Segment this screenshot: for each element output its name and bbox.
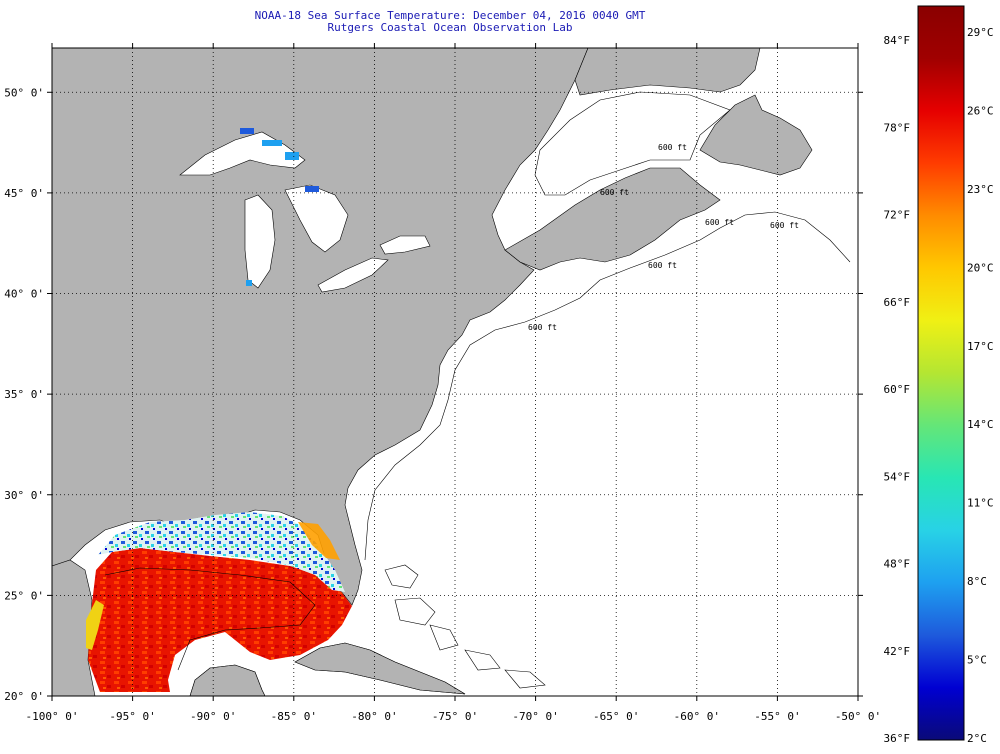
colorbar	[917, 5, 965, 741]
depth-label: 600 ft	[648, 261, 677, 270]
colorbar-celsius-labels: 29°C 26°C 23°C 20°C 17°C 14°C 11°C 8°C 5°C 2°C	[967, 26, 994, 745]
longitude-label: -60° 0'	[674, 710, 720, 723]
map-subtitle: Rutgers Coastal Ocean Observation Lab	[327, 21, 573, 34]
latitude-label: 45° 0'	[4, 187, 44, 200]
longitude-label: -80° 0'	[351, 710, 397, 723]
axis-ticks	[47, 43, 863, 701]
lake-sst-cold	[240, 128, 319, 286]
land-maritimes	[504, 167, 721, 271]
lake-michigan	[244, 194, 276, 289]
longitude-label: -85° 0'	[271, 710, 317, 723]
colorbar-f-label: 54°F	[884, 470, 911, 483]
longitude-label: -65° 0'	[593, 710, 639, 723]
depth-contour-labels: 600 ft 600 ft 600 ft 600 ft 600 ft 600 f…	[528, 143, 799, 332]
colorbar-fahrenheit-labels: 84°F 78°F 72°F 66°F 60°F 54°F 48°F 42°F 36°F	[884, 34, 911, 745]
colorbar-f-label: 66°F	[884, 296, 911, 309]
depth-label: 600 ft	[658, 143, 687, 152]
depth-label: 600 ft	[600, 188, 629, 197]
longitude-label: -90° 0'	[190, 710, 236, 723]
colorbar-c-label: 8°C	[967, 575, 987, 588]
latitude-label: 50° 0'	[4, 86, 44, 99]
latitude-label: 30° 0'	[4, 489, 44, 502]
latitude-label: 20° 0'	[4, 690, 44, 703]
depth-contour-gulf	[104, 567, 316, 671]
colorbar-c-label: 5°C	[967, 654, 987, 667]
latitude-labels: 50° 0' 45° 0' 40° 0' 35° 0' 30° 0' 25° 0' 20° …	[4, 86, 44, 703]
colorbar-c-label: 20°C	[967, 261, 994, 274]
gulf-sst-warm	[88, 548, 352, 692]
latitude-label: 35° 0'	[4, 388, 44, 401]
land-labrador	[574, 48, 761, 96]
colorbar-f-label: 36°F	[884, 732, 911, 745]
gulf-sst-yellow-west	[86, 600, 104, 650]
depth-label: 600 ft	[770, 221, 799, 230]
depth-label: 600 ft	[705, 218, 734, 227]
map-title: NOAA-18 Sea Surface Temperature: Decembe…	[254, 9, 646, 22]
bahamas-islands	[384, 564, 546, 689]
longitude-label: -70° 0'	[512, 710, 558, 723]
longitude-label: -100° 0'	[26, 710, 79, 723]
longitude-label: -95° 0'	[109, 710, 155, 723]
depth-contour-line	[364, 211, 851, 561]
colorbar-c-label: 26°C	[967, 104, 994, 117]
colorbar-f-label: 48°F	[884, 558, 911, 571]
lake-ontario	[379, 235, 431, 255]
land-yucatan-top	[189, 664, 266, 696]
colorbar-c-label: 11°C	[967, 497, 994, 510]
gulf-sst-cool-coast	[98, 512, 345, 592]
colorbar-c-label: 17°C	[967, 340, 994, 353]
colorbar-f-label: 78°F	[884, 121, 911, 134]
colorbar-f-label: 84°F	[884, 34, 911, 47]
colorbar-c-label: 23°C	[967, 183, 994, 196]
gulf-st-lawrence	[534, 91, 731, 196]
colorbar-f-label: 72°F	[884, 209, 911, 222]
longitude-label: -55° 0'	[754, 710, 800, 723]
gulf-sst-orange-florida	[298, 522, 340, 560]
colorbar-f-label: 42°F	[884, 645, 911, 658]
colorbar-c-label: 14°C	[967, 418, 994, 431]
map-area: 600 ft 600 ft 600 ft 600 ft 600 ft 600 f…	[52, 48, 858, 696]
land-newfoundland	[699, 94, 813, 176]
colorbar-c-label: 2°C	[967, 732, 987, 745]
longitude-label: -75° 0'	[432, 710, 478, 723]
land-cuba-top	[294, 642, 466, 695]
longitude-labels: -100° 0' -95° 0' -90° 0' -85° 0' -80° 0' -75°…	[26, 710, 882, 723]
latitude-label: 25° 0'	[4, 589, 44, 602]
colorbar-f-label: 60°F	[884, 383, 911, 396]
lat-lon-grid	[52, 48, 858, 696]
longitude-label: -50° 0'	[835, 710, 881, 723]
latitude-label: 40° 0'	[4, 288, 44, 301]
depth-label: 600 ft	[528, 323, 557, 332]
lake-erie	[317, 257, 389, 293]
colorbar-c-label: 29°C	[967, 26, 994, 39]
